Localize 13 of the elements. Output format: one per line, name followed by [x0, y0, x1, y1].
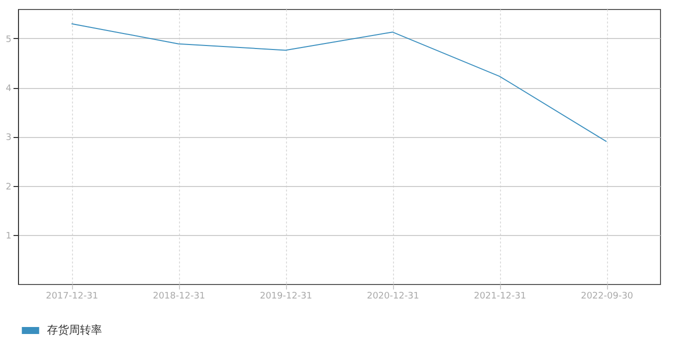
y-tick-label: 1 [6, 231, 12, 242]
y-tick-label: 2 [6, 182, 12, 192]
x-tick-label: 2020-12-31 [366, 292, 420, 302]
y-tick-label: 4 [6, 84, 12, 94]
x-tick-label: 2018-12-31 [152, 292, 206, 302]
x-tick-label: 2017-12-31 [46, 292, 98, 302]
x-tick-label: 2019-12-31 [260, 292, 312, 302]
y-tick-label: 5 [6, 34, 12, 45]
line-series [71, 23, 607, 142]
legend-label: 存货周转率 [47, 324, 102, 336]
x-tick-label: 2021-12-31 [474, 292, 526, 302]
x-tick-label: 2022-09-30 [580, 292, 634, 302]
y-tick-label: 3 [6, 133, 12, 144]
